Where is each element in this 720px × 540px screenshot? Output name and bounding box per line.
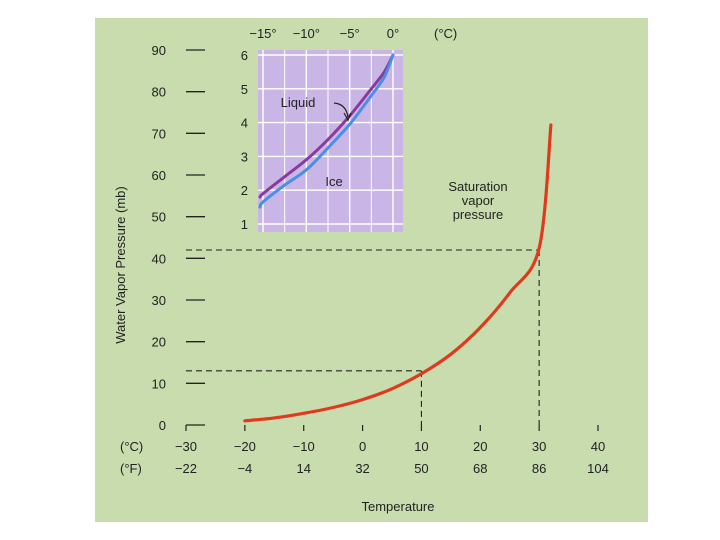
- y-tick-label: 20: [152, 335, 166, 350]
- inset-y-tick-label: 6: [241, 48, 248, 63]
- liquid-pointer-arrowhead: [343, 112, 352, 122]
- inset-legend-ice: Ice: [325, 174, 342, 189]
- inset-y-tick-label: 2: [241, 183, 248, 198]
- saturation-vapor-pressure-curve: [243, 123, 553, 423]
- x-tick-label-fahrenheit: 104: [587, 461, 609, 476]
- y-tick-label: 90: [152, 43, 166, 58]
- x-tick-label-fahrenheit: 14: [296, 461, 310, 476]
- inset-ice-curve: [258, 53, 395, 209]
- x-tick-label-celsius: 20: [473, 439, 487, 454]
- x-tick-label-celsius: 30: [532, 439, 546, 454]
- inset-x-tick-label: 0°: [387, 26, 399, 41]
- x-tick-label-fahrenheit: −22: [175, 461, 197, 476]
- x-tick-label-celsius: −20: [234, 439, 256, 454]
- x-axis-label: Temperature: [362, 499, 435, 514]
- inset-unit-celsius: (°C): [434, 26, 457, 41]
- inset-liquid-curve: [258, 53, 395, 199]
- x-unit-celsius: (°C): [120, 439, 143, 454]
- x-unit-fahrenheit: (°F): [120, 461, 142, 476]
- main-reference-lines: [186, 249, 540, 425]
- x-tick-label-fahrenheit: 68: [473, 461, 487, 476]
- y-tick-label: 70: [152, 126, 166, 141]
- y-tick-label: 30: [152, 293, 166, 308]
- y-tick-label: 50: [152, 210, 166, 225]
- chart-labels: Water Vapor Pressure (mb) Saturation vap…: [113, 26, 508, 514]
- inset-x-tick-label: −10°: [293, 26, 320, 41]
- x-tick-labels: −30 −22 −20 −4 −10 14 0 32 10 50 20 68 30 86 40 104: [175, 425, 609, 476]
- inset-y-tick-label: 5: [241, 82, 248, 97]
- y-tick-label: 60: [152, 168, 166, 183]
- main-y-axis: 0 10 20 30 40 50 60 70 80 90: [152, 43, 205, 433]
- inset-y-tick-label: 4: [241, 116, 248, 131]
- main-curves: [243, 123, 553, 423]
- y-tick-label: 80: [152, 85, 166, 100]
- x-tick-label-celsius: 40: [591, 439, 605, 454]
- x-tick-label-fahrenheit: 50: [414, 461, 428, 476]
- x-tick-label-fahrenheit: −4: [237, 461, 252, 476]
- inset-legend-liquid: Liquid: [281, 95, 316, 110]
- x-tick-label-celsius: 0: [359, 439, 366, 454]
- y-tick-label: 0: [159, 418, 166, 433]
- inset-y-tick-label: 3: [241, 149, 248, 164]
- inset-y-tick-label: 1: [241, 217, 248, 232]
- liquid-pointer-arrow: [333, 102, 349, 118]
- annotation-line-2: vapor: [462, 193, 495, 208]
- y-tick-label: 10: [152, 376, 166, 391]
- x-tick-label-celsius: −30: [175, 439, 197, 454]
- y-tick-label: 40: [152, 251, 166, 266]
- x-tick-label-celsius: 10: [414, 439, 428, 454]
- x-tick-label-fahrenheit: 86: [532, 461, 546, 476]
- inset-x-tick-label: −5°: [340, 26, 360, 41]
- annotation-line-1: Saturation: [448, 179, 507, 194]
- x-tick-label-celsius: −10: [293, 439, 315, 454]
- y-axis-label: Water Vapor Pressure (mb): [113, 186, 128, 344]
- annotation-line-3: pressure: [453, 207, 504, 222]
- inset-x-tick-label: −15°: [249, 26, 276, 41]
- inset-chart: −15° −10° −5° 0° 1 2 3 4 5 6: [241, 26, 403, 232]
- x-tick-label-fahrenheit: 32: [355, 461, 369, 476]
